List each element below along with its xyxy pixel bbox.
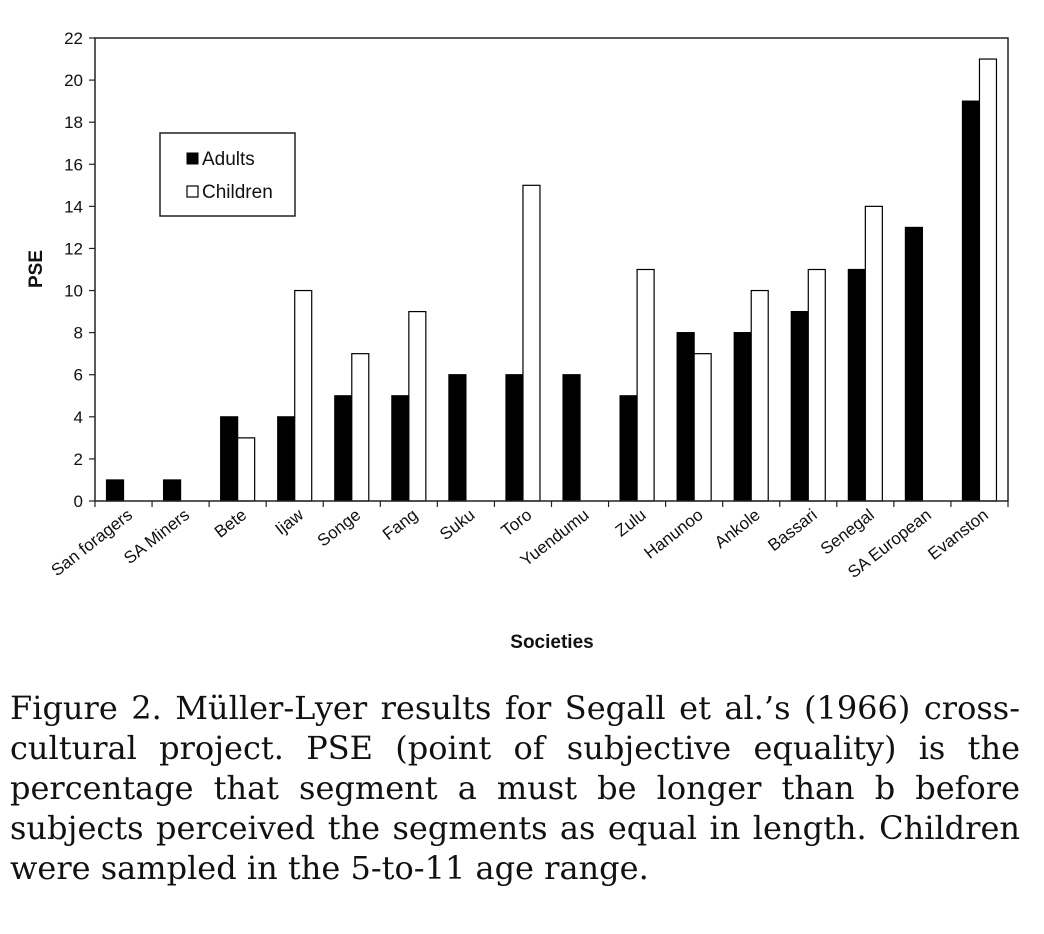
y-tick-label: 22 (64, 29, 83, 48)
y-tick-label: 10 (64, 282, 83, 301)
bar-children-fang (408, 310, 427, 502)
bar-adults-zulu (619, 395, 638, 502)
legend-children-label: Children (202, 182, 273, 203)
bars-layer (105, 58, 998, 502)
bar-adults-hanunoo (676, 332, 695, 502)
bar-children-bassari (807, 268, 826, 502)
bar-adults-yuendumu (562, 374, 581, 502)
y-tick-label: 6 (74, 366, 83, 385)
x-tick-label: Suku (436, 505, 478, 544)
bar-children-ijaw (294, 289, 313, 502)
bar-children-evanston (978, 58, 998, 502)
bar-adults-evanston (961, 100, 981, 502)
bar-children-ankole (750, 289, 769, 502)
y-tick-label: 2 (74, 450, 83, 469)
x-axis-title: Societies (510, 632, 593, 653)
legend-children-swatch (186, 185, 199, 198)
x-tick-label: Zulu (612, 505, 650, 540)
x-tick-label: Bete (211, 505, 250, 542)
y-tick-label: 18 (64, 113, 83, 132)
x-tick-label: Ankole (711, 505, 764, 552)
x-tick-label: Evanston (924, 505, 992, 564)
legend-adults-label: Adults (202, 149, 255, 170)
bar-children-bete (237, 437, 256, 502)
bar-children-senegal (864, 205, 883, 502)
bar-adults-fang (391, 395, 410, 502)
y-axis: 0 2 4 6 8 10 12 14 16 18 20 22 (64, 29, 95, 511)
bar-adults-sa-european (904, 226, 924, 502)
y-tick-label: 12 (64, 239, 83, 258)
bar-children-songe (351, 353, 370, 502)
x-tick-label: Fang (379, 505, 421, 544)
legend: Adults Children (159, 132, 296, 217)
y-tick-label: 0 (74, 492, 83, 511)
bar-adults-toro (505, 374, 524, 502)
bar-children-toro (522, 184, 541, 502)
bar-adults-ijaw (277, 416, 296, 502)
legend-box (159, 132, 296, 217)
x-tick-label: Songe (314, 505, 364, 550)
bar-children-hanunoo (693, 353, 712, 502)
bar-adults-songe (334, 395, 353, 502)
x-tick-label: Toro (498, 505, 536, 540)
bar-adults-ankole (733, 332, 752, 502)
x-tick-label: San foragers (48, 505, 136, 580)
figure-caption: Figure 2. Müller-Lyer results for Segall… (10, 689, 1020, 887)
y-tick-label: 14 (64, 197, 83, 216)
y-tick-label: 4 (74, 408, 83, 427)
bar-adults-bete (220, 416, 239, 502)
bar-adults-sa-miners (162, 479, 182, 502)
bar-adults-senegal (847, 268, 866, 502)
y-axis-title: PSE (26, 250, 47, 288)
y-tick-label: 8 (74, 324, 83, 343)
y-tick-label: 16 (64, 155, 83, 174)
bar-adults-suku (448, 374, 467, 502)
x-tick-label: Hanunoo (641, 505, 707, 562)
y-tick-label: 20 (64, 71, 83, 90)
bar-adults-bassari (790, 310, 809, 502)
x-tick-label: Ijaw (272, 505, 308, 539)
bar-adults-san-foragers (105, 479, 125, 502)
legend-adults-swatch (186, 152, 199, 165)
bar-children-zulu (636, 268, 655, 502)
x-tick-label: Bassari (764, 505, 820, 555)
